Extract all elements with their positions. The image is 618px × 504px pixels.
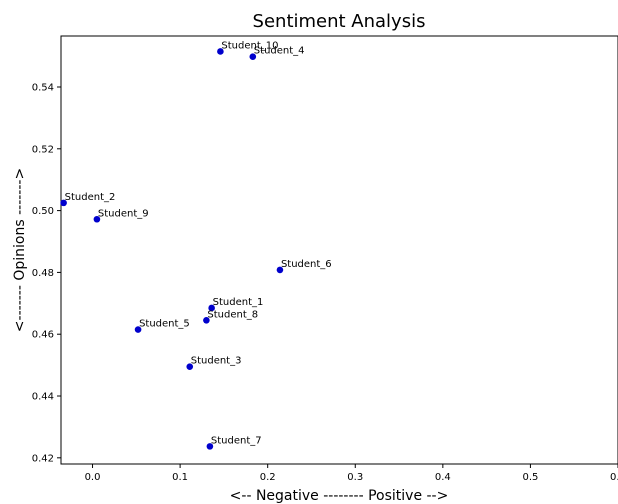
y-tick-label: 0.46: [32, 330, 54, 341]
x-tick-label: 0.0: [85, 472, 101, 483]
y-tick-label: 0.48: [32, 268, 54, 279]
data-points: Student_1Student_2Student_3Student_4Stud…: [60, 40, 332, 450]
point-label: Student_2: [65, 192, 116, 203]
y-tick-label: 0.50: [32, 206, 54, 217]
point-label: Student_10: [221, 40, 278, 51]
point-label: Student_3: [191, 356, 242, 367]
point-label: Student_1: [213, 297, 264, 308]
data-point: [249, 53, 257, 61]
data-point: [208, 304, 215, 312]
data-point: [276, 266, 284, 274]
x-tick-label: 0.5: [522, 472, 538, 483]
data-point: [206, 443, 214, 450]
point-label: Student_6: [281, 259, 332, 270]
y-tick-label: 0.54: [32, 82, 54, 93]
y-tick-label: 0.44: [32, 392, 54, 403]
data-point: [203, 317, 210, 324]
y-axis-label: <------- Opinions ------->: [12, 168, 28, 332]
x-tick-label: 0.1: [172, 472, 188, 483]
x-axis-ticks: 0.0 0.1 0.2 0.3 0.4 0.5 0.6: [85, 464, 618, 483]
x-tick-label: 0.4: [435, 472, 451, 483]
y-axis-ticks: 0.42 0.44 0.46 0.48 0.50 0.52 0.54: [32, 82, 61, 464]
point-label: Student_5: [139, 319, 190, 330]
data-point: [134, 326, 142, 333]
x-tick-label: 0.2: [260, 472, 276, 483]
data-point: [60, 199, 67, 207]
x-tick-label: 0.3: [347, 472, 363, 483]
point-label: Student_8: [207, 309, 258, 320]
data-point: [217, 48, 224, 55]
y-tick-label: 0.52: [32, 144, 54, 155]
y-tick-label: 0.42: [32, 453, 54, 464]
plot-area-frame: [60, 35, 618, 465]
point-label: Student_4: [254, 46, 305, 57]
chart-title: Sentiment Analysis: [253, 11, 426, 32]
x-tick-label: 0.6: [610, 472, 618, 483]
point-label: Student_9: [98, 208, 149, 219]
data-point: [93, 215, 101, 223]
x-axis-label: <-- Negative -------- Positive -->: [230, 488, 449, 504]
data-point: [186, 363, 194, 370]
point-label: Student_7: [211, 435, 262, 446]
